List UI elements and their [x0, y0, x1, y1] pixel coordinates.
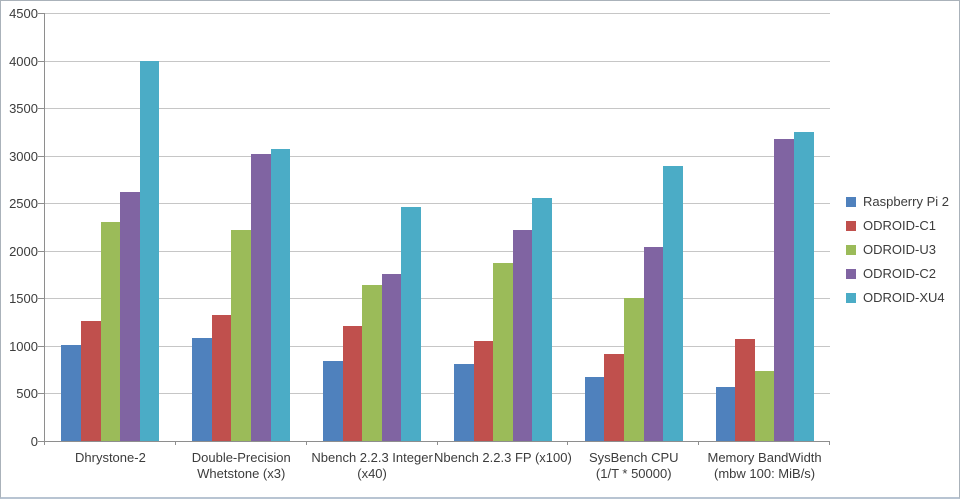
legend-label: ODROID-C1 [863, 218, 936, 233]
bar-odroid-c1-cat1 [81, 321, 101, 441]
bar-odroid-u3-cat2 [231, 229, 252, 441]
y-tick-0 [38, 441, 44, 442]
x-tick-1 [174, 441, 176, 445]
bar-odroid-xu4-cat3 [401, 207, 422, 441]
y-axis-label-0: 0 [30, 434, 38, 449]
y-axis-label-500: 500 [16, 386, 38, 402]
gridline-4000 [45, 60, 830, 62]
bar-odroid-u3-cat1 [100, 222, 121, 441]
bar-odroid-u3-cat5 [623, 298, 644, 441]
y-axis-label-4500: 4500 [9, 6, 38, 21]
bar-odroid-xu4-cat2 [270, 148, 291, 441]
x-axis-label-cat5: SysBench CPU (1/T * 50000) [588, 450, 679, 481]
bar-odroid-c2-cat4 [512, 230, 533, 441]
bar-odroid-c2-cat2 [251, 154, 271, 441]
bar-odroid-c2-cat5 [643, 246, 664, 441]
x-tick-4 [567, 441, 569, 445]
legend-label: ODROID-U3 [863, 242, 936, 257]
y-tick-1000 [38, 345, 44, 347]
legend-entry-odroid-xu4: ODROID-XU4 [846, 291, 945, 305]
bar-raspberry-pi-2-cat6 [715, 387, 736, 441]
gridline-1500 [45, 298, 830, 300]
gridline-3500 [45, 108, 830, 110]
y-tick-500 [38, 393, 44, 395]
bar-odroid-u3-cat6 [754, 371, 775, 441]
legend-label: Raspberry Pi 2 [863, 194, 949, 209]
bar-raspberry-pi-2-cat3 [323, 360, 343, 441]
gridline-4500 [45, 13, 830, 14]
y-axis-label-4000: 4000 [9, 53, 38, 69]
x-tick-3 [436, 441, 438, 445]
y-tick-3000 [38, 155, 44, 157]
bar-odroid-c2-cat6 [774, 138, 794, 441]
bar-raspberry-pi-2-cat2 [192, 338, 212, 441]
x-axis-line [44, 441, 830, 442]
y-tick-4000 [38, 60, 44, 62]
y-tick-2500 [38, 203, 44, 205]
bar-odroid-c2-cat3 [381, 273, 402, 441]
legend-swatch-icon [846, 269, 856, 279]
y-axis-label-3500: 3500 [9, 101, 38, 117]
bar-raspberry-pi-2-cat4 [453, 363, 474, 441]
y-tick-1500 [38, 298, 44, 300]
y-axis-label-1500: 1500 [9, 291, 38, 307]
x-axis-label-cat2: Double-Precision Whetstone (x3) [191, 450, 291, 481]
legend-entry-odroid-c2: ODROID-C2 [846, 267, 936, 281]
legend-label: ODROID-C2 [863, 266, 936, 281]
bar-raspberry-pi-2-cat5 [584, 377, 605, 441]
x-axis-label-cat1: Dhrystone-2 [75, 450, 146, 465]
x-tick-2 [305, 441, 307, 445]
x-axis-label-cat3: Nbench 2.2.3 Integer (x40) [311, 450, 433, 481]
bar-odroid-c1-cat2 [211, 314, 232, 441]
bar-odroid-u3-cat4 [493, 263, 513, 441]
gridline-3000 [45, 155, 830, 157]
y-tick-3500 [38, 108, 44, 110]
legend-swatch-icon [846, 245, 856, 255]
x-axis-label-cat4: Nbench 2.2.3 FP (x100) [434, 450, 572, 465]
legend-entry-odroid-u3: ODROID-U3 [846, 243, 936, 257]
legend-swatch-icon [846, 221, 856, 231]
y-axis-label-2500: 2500 [9, 196, 38, 212]
bar-odroid-xu4-cat4 [532, 198, 552, 441]
legend-swatch-icon [846, 293, 856, 303]
bar-odroid-c2-cat1 [120, 191, 140, 441]
bar-odroid-u3-cat3 [362, 284, 382, 441]
bar-odroid-c1-cat4 [473, 341, 494, 441]
x-tick-5 [698, 441, 700, 445]
bar-odroid-xu4-cat6 [793, 132, 814, 441]
bar-odroid-xu4-cat5 [663, 166, 683, 441]
plot-area [45, 13, 830, 441]
y-axis-line [44, 13, 45, 445]
gridline-1000 [45, 345, 830, 347]
legend-entry-odroid-c1: ODROID-C1 [846, 219, 936, 233]
legend-entry-raspberry-pi-2: Raspberry Pi 2 [846, 195, 949, 209]
bar-odroid-xu4-cat1 [139, 60, 160, 441]
y-axis-label-3000: 3000 [9, 148, 38, 164]
y-tick-2000 [38, 250, 44, 252]
x-axis-label-cat6: Memory BandWidth (mbw 100: MiB/s) [707, 450, 822, 481]
y-tick-4500 [38, 13, 44, 14]
y-axis-label-2000: 2000 [9, 243, 38, 259]
x-tick-6 [829, 441, 830, 445]
gridline-2500 [45, 203, 830, 205]
bar-raspberry-pi-2-cat1 [61, 344, 81, 441]
legend-swatch-icon [846, 197, 856, 207]
bar-odroid-c1-cat6 [735, 338, 755, 441]
bar-odroid-c1-cat5 [604, 354, 624, 441]
legend-label: ODROID-XU4 [863, 290, 945, 305]
y-axis-label-1000: 1000 [9, 338, 38, 354]
gridline-2000 [45, 250, 830, 252]
gridline-500 [45, 393, 830, 395]
bar-odroid-c1-cat3 [342, 325, 363, 441]
